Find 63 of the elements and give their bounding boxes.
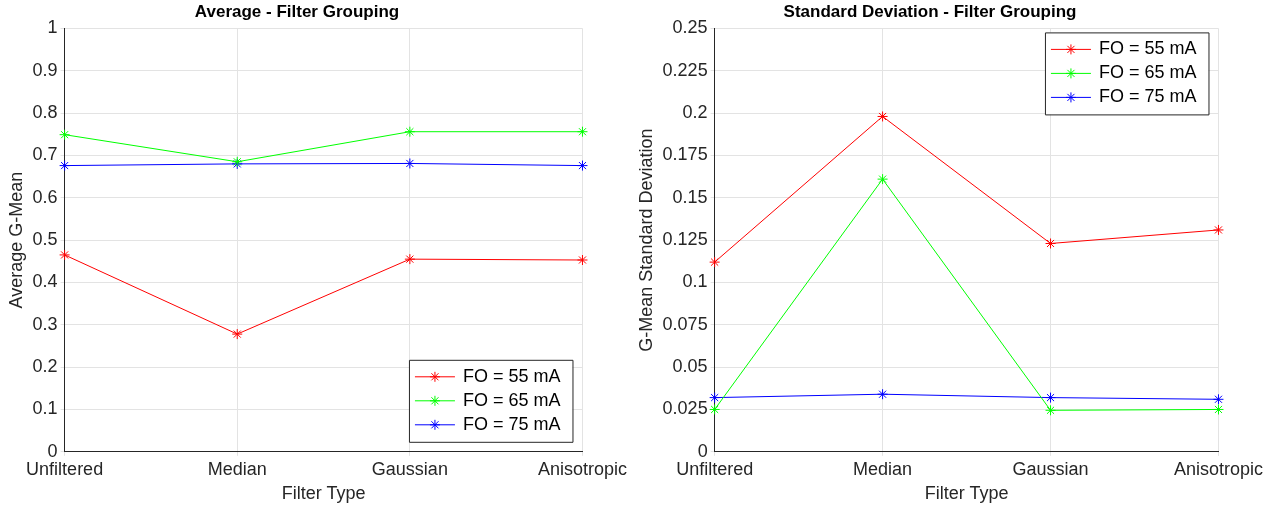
point (1045, 404, 1057, 416)
y-tick-label: 0.225 (662, 59, 708, 80)
y-tick-label: 0.7 (32, 144, 58, 165)
point (576, 254, 588, 266)
point (59, 249, 71, 261)
chart-title: Standard Deviation - Filter Grouping (783, 1, 1077, 21)
y-tick-label: 0.4 (32, 271, 58, 292)
point (709, 403, 721, 415)
y-tick-label: 0 (697, 440, 708, 461)
point (59, 129, 71, 141)
y-axis-title: Average G-Mean (5, 171, 26, 309)
chart-title: Average - Filter Grouping (194, 1, 400, 21)
x-tick-label: Median (207, 458, 267, 479)
legend-label: FO = 75 mA (1098, 86, 1197, 107)
legend-label: FO = 65 mA (462, 389, 561, 410)
x-tick-label: Unfiltered (676, 458, 754, 479)
y-tick-label: 0.15 (672, 186, 708, 207)
point (404, 126, 416, 138)
x-tick-label: Gaussian (371, 458, 448, 479)
y-tick-label: 0.5 (32, 229, 58, 250)
y-tick-label: 0.125 (662, 229, 708, 250)
point (709, 256, 721, 268)
x-axis-title: Filter Type (924, 483, 1009, 504)
y-tick-label: 0.2 (682, 102, 708, 123)
y-tick-label: 0.1 (682, 271, 708, 292)
y-tick-label: 0.05 (672, 356, 708, 377)
y-tick-label: 0.6 (32, 186, 58, 207)
y-tick-label: 0.075 (662, 313, 708, 334)
x-tick-label: Anisotropic (1173, 458, 1263, 479)
point (404, 157, 416, 169)
point (1212, 393, 1224, 405)
y-tick-label: 0.25 (672, 17, 708, 38)
y-tick-label: 0.3 (32, 313, 58, 334)
x-tick-label: Unfiltered (26, 458, 104, 479)
point (877, 173, 889, 185)
x-tick-label: Median (853, 458, 913, 479)
point (1045, 392, 1057, 404)
point (404, 253, 416, 265)
point (576, 160, 588, 172)
y-axis-title: G-Mean Standard Deviation (635, 128, 656, 352)
x-tick-label: Gaussian (1012, 458, 1089, 479)
point (709, 392, 721, 404)
point (877, 388, 889, 400)
point (1045, 237, 1057, 249)
legend-label: FO = 55 mA (1098, 38, 1197, 59)
y-tick-label: 0.025 (662, 398, 708, 419)
point (1212, 224, 1224, 236)
point (877, 110, 889, 122)
y-tick-label: 0.1 (32, 398, 58, 419)
y-tick-label: 0.2 (32, 356, 58, 377)
legend-label: FO = 65 mA (1098, 62, 1197, 83)
point (576, 126, 588, 138)
y-tick-label: 0.9 (32, 59, 58, 80)
y-tick-label: 1 (47, 17, 58, 38)
legend-label: FO = 75 mA (462, 413, 561, 434)
x-tick-label: Anisotropic (537, 458, 627, 479)
x-axis-title: Filter Type (281, 483, 366, 504)
y-tick-label: 0 (47, 440, 58, 461)
y-tick-label: 0.8 (32, 102, 58, 123)
point (231, 328, 243, 340)
point (59, 160, 71, 172)
legend-label: FO = 55 mA (462, 365, 561, 386)
y-tick-label: 0.175 (662, 144, 708, 165)
